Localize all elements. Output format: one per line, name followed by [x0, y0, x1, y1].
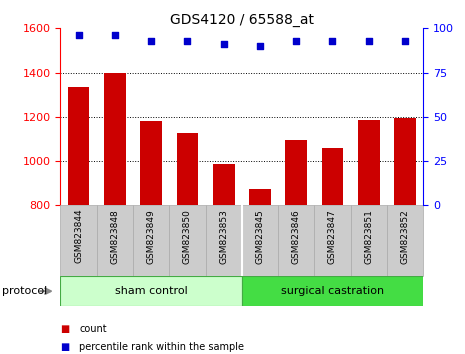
Bar: [314, 205, 351, 276]
Text: GSM823847: GSM823847: [328, 209, 337, 264]
Text: GSM823844: GSM823844: [74, 209, 83, 263]
Bar: [249, 189, 271, 205]
Text: sham control: sham control: [115, 286, 187, 296]
Bar: [169, 205, 206, 276]
Bar: [206, 205, 242, 276]
Point: [184, 38, 191, 44]
Bar: [97, 205, 133, 276]
Point: [75, 33, 82, 38]
Bar: [351, 205, 387, 276]
Text: GSM823853: GSM823853: [219, 209, 228, 264]
Title: GDS4120 / 65588_at: GDS4120 / 65588_at: [170, 13, 314, 27]
Point: [147, 38, 155, 44]
Bar: [140, 121, 162, 205]
Text: GSM823848: GSM823848: [110, 209, 120, 264]
Text: GSM823845: GSM823845: [255, 209, 265, 264]
Text: surgical castration: surgical castration: [281, 286, 384, 296]
Bar: [242, 205, 278, 276]
Bar: [213, 164, 234, 205]
Text: GSM823852: GSM823852: [400, 209, 410, 264]
Bar: [177, 133, 198, 205]
Bar: [68, 87, 89, 205]
Bar: [60, 276, 242, 306]
Bar: [278, 205, 314, 276]
Point: [401, 38, 409, 44]
Text: ■: ■: [60, 324, 70, 334]
Point: [365, 38, 372, 44]
Bar: [286, 140, 307, 205]
Text: GSM823846: GSM823846: [292, 209, 301, 264]
Text: GSM823849: GSM823849: [146, 209, 156, 264]
Text: protocol: protocol: [2, 286, 47, 296]
Bar: [394, 118, 416, 205]
Text: GSM823850: GSM823850: [183, 209, 192, 264]
Point: [292, 38, 300, 44]
Text: percentile rank within the sample: percentile rank within the sample: [79, 342, 244, 352]
Text: ■: ■: [60, 342, 70, 352]
Text: GSM823851: GSM823851: [364, 209, 373, 264]
Bar: [60, 205, 97, 276]
Point: [256, 43, 264, 49]
Point: [329, 38, 336, 44]
Bar: [104, 73, 126, 205]
Point: [111, 33, 119, 38]
Point: [220, 41, 227, 47]
Bar: [387, 205, 423, 276]
Bar: [322, 148, 343, 205]
Bar: [133, 205, 169, 276]
Text: count: count: [79, 324, 106, 334]
Bar: [358, 120, 379, 205]
Bar: [242, 276, 423, 306]
